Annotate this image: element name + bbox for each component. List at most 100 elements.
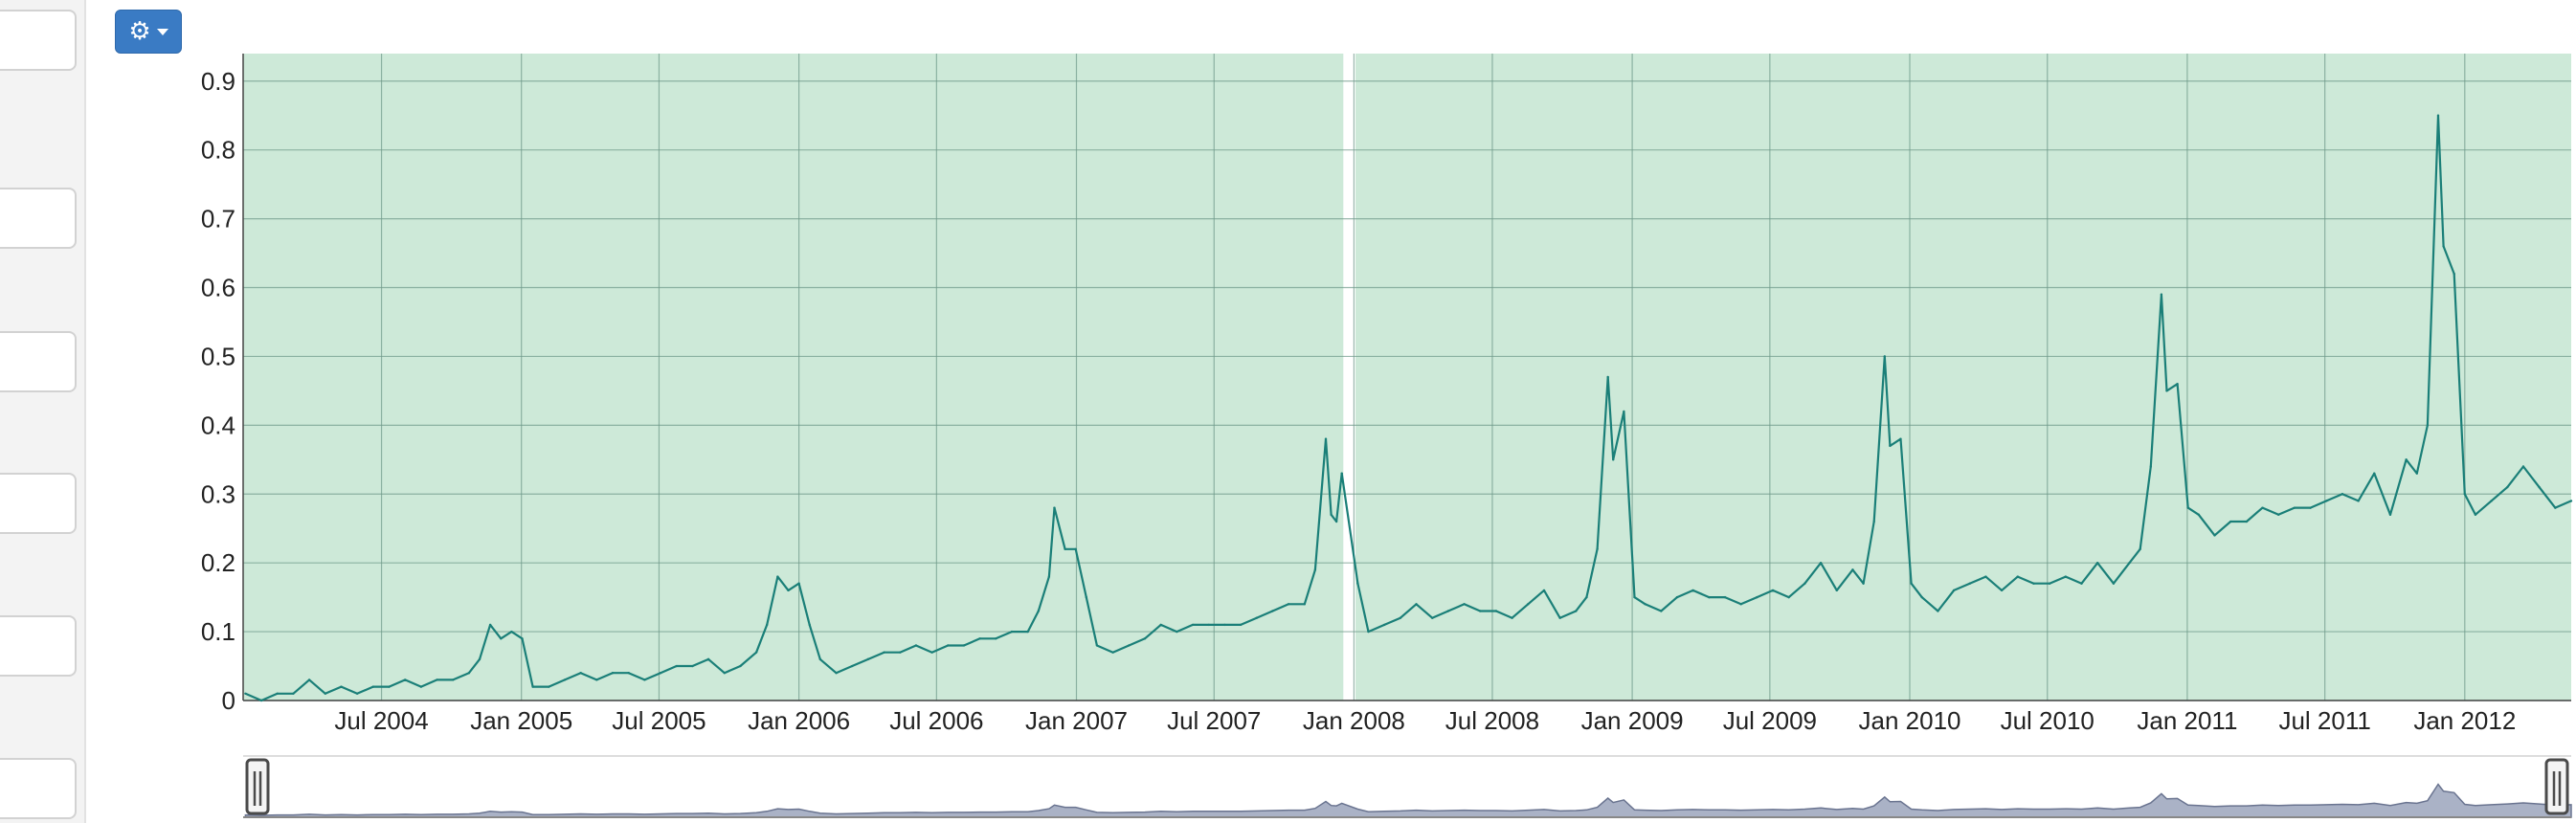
data-point — [1176, 630, 1178, 634]
data-point — [1787, 595, 1790, 599]
data-point — [388, 685, 391, 688]
data-point — [723, 672, 726, 675]
data-point — [1623, 410, 1625, 413]
data-point — [2229, 520, 2232, 523]
data-point — [510, 630, 513, 634]
data-point — [947, 644, 950, 647]
data-point — [1287, 603, 1290, 606]
y-tick-label: 0.5 — [201, 342, 235, 370]
y-tick-label: 0.9 — [201, 67, 235, 96]
y-tick-label: 0 — [222, 686, 235, 715]
data-point — [531, 685, 534, 688]
data-point — [1511, 616, 1513, 619]
data-point — [2197, 513, 2201, 517]
data-point — [1527, 603, 1530, 606]
data-point — [691, 664, 694, 668]
data-point — [2538, 485, 2541, 489]
data-point — [1324, 437, 1328, 440]
data-point — [488, 623, 492, 627]
data-point — [355, 692, 359, 696]
data-point — [1111, 651, 1114, 654]
x-tick-label: Jan 2006 — [748, 706, 850, 735]
y-tick-label: 0.6 — [201, 274, 235, 302]
data-point — [2160, 293, 2163, 296]
data-point — [1984, 575, 1987, 578]
sidebar-field[interactable] — [0, 331, 77, 392]
navigator-right-handle[interactable] — [2544, 758, 2569, 815]
data-point — [1889, 444, 1892, 448]
data-point — [797, 582, 800, 585]
data-point — [766, 623, 769, 627]
sidebar-field[interactable] — [0, 758, 77, 819]
y-tick-label: 0.2 — [201, 548, 235, 577]
data-point — [467, 672, 471, 675]
data-point — [2490, 500, 2493, 502]
data-point — [776, 575, 779, 578]
data-point — [1207, 623, 1210, 627]
x-tick-label: Jan 2009 — [1581, 706, 1684, 735]
left-sidebar — [0, 0, 86, 823]
data-point — [2357, 500, 2360, 502]
data-point — [307, 678, 311, 681]
data-point — [1399, 616, 1402, 619]
data-point — [1463, 603, 1466, 606]
data-point — [1660, 610, 1663, 612]
chart-settings-button[interactable]: ⚙ — [115, 10, 182, 54]
data-point — [1606, 375, 1609, 379]
x-tick-label: Jul 2007 — [1167, 706, 1261, 735]
data-point — [2176, 382, 2179, 386]
data-point — [2186, 506, 2189, 509]
x-tick-label: Jul 2006 — [889, 706, 983, 735]
data-point — [1910, 582, 1913, 585]
data-point — [1064, 547, 1066, 550]
data-point — [1708, 595, 1711, 599]
data-point — [1575, 610, 1578, 612]
sidebar-field[interactable] — [0, 188, 77, 249]
data-point — [1803, 582, 1806, 585]
data-point — [787, 589, 790, 592]
data-point — [1723, 595, 1727, 599]
sidebar-field[interactable] — [0, 615, 77, 677]
data-point — [1585, 595, 1588, 599]
range-navigator[interactable] — [243, 755, 2572, 818]
data-point — [1542, 589, 1546, 592]
data-point — [1340, 472, 1343, 475]
data-point — [340, 685, 343, 688]
data-point — [1862, 582, 1865, 585]
data-point — [2388, 513, 2392, 517]
data-point — [292, 692, 295, 696]
data-point — [914, 644, 918, 647]
x-tick-label: Jan 2012 — [2413, 706, 2516, 735]
data-point — [2506, 485, 2509, 489]
chevron-down-icon — [156, 28, 168, 35]
sidebar-field[interactable] — [0, 473, 77, 534]
data-point — [1026, 630, 1029, 634]
data-point — [1479, 610, 1482, 612]
data-point — [930, 651, 933, 654]
data-point — [2165, 389, 2168, 392]
data-point — [1095, 644, 1099, 647]
data-point — [259, 699, 263, 702]
data-point — [2554, 506, 2557, 509]
data-point — [324, 692, 326, 696]
navigator-left-handle[interactable] — [245, 758, 270, 815]
data-point — [627, 672, 630, 675]
data-point — [899, 651, 902, 654]
gear-icon: ⚙ — [128, 17, 151, 46]
data-point — [2277, 513, 2280, 517]
sidebar-field[interactable] — [0, 10, 77, 71]
data-point — [1431, 616, 1434, 619]
data-point — [883, 651, 885, 654]
data-point — [2415, 472, 2418, 475]
x-tick-label: Jul 2009 — [1723, 706, 1817, 735]
data-point — [2293, 506, 2296, 509]
data-point — [2112, 582, 2116, 585]
navigator-series — [244, 783, 2572, 818]
data-point — [2149, 465, 2152, 468]
data-point — [1494, 610, 1498, 612]
data-point — [675, 664, 678, 668]
data-point — [1037, 610, 1040, 612]
x-tick-label: Jul 2004 — [334, 706, 428, 735]
data-point — [1612, 458, 1615, 461]
data-point — [2048, 582, 2051, 585]
